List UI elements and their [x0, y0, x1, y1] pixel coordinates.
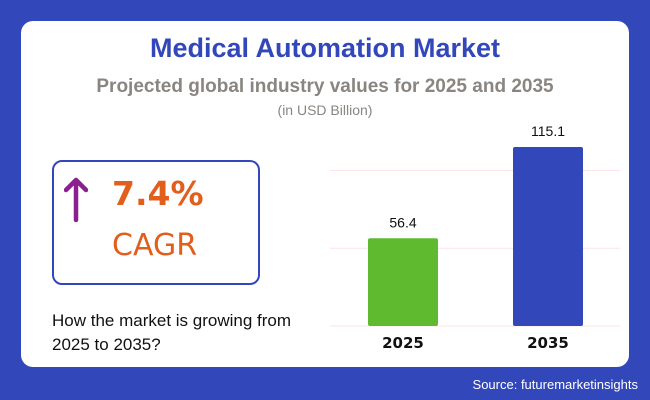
- bar-2025: [368, 238, 438, 326]
- cagr-box: [52, 160, 260, 285]
- source-text: Source: futuremarketinsights: [472, 377, 638, 392]
- data-label: 115.1: [531, 123, 565, 139]
- x-tick-label: 2025: [382, 334, 424, 352]
- unit-label: (in USD Billion): [277, 102, 373, 118]
- data-label: 56.4: [389, 214, 416, 230]
- question-text: How the market is growing from 2025 to 2…: [52, 311, 292, 354]
- arrow-up-icon: [64, 177, 88, 222]
- subtitle: Projected global industry values for 202…: [96, 76, 554, 97]
- cagr-label: CAGR: [112, 228, 198, 263]
- bar-2035: [513, 147, 583, 326]
- x-tick-label: 2035: [527, 334, 569, 352]
- cagr-value: 7.4%: [112, 174, 204, 213]
- page-title: Medical Automation Market: [149, 33, 501, 63]
